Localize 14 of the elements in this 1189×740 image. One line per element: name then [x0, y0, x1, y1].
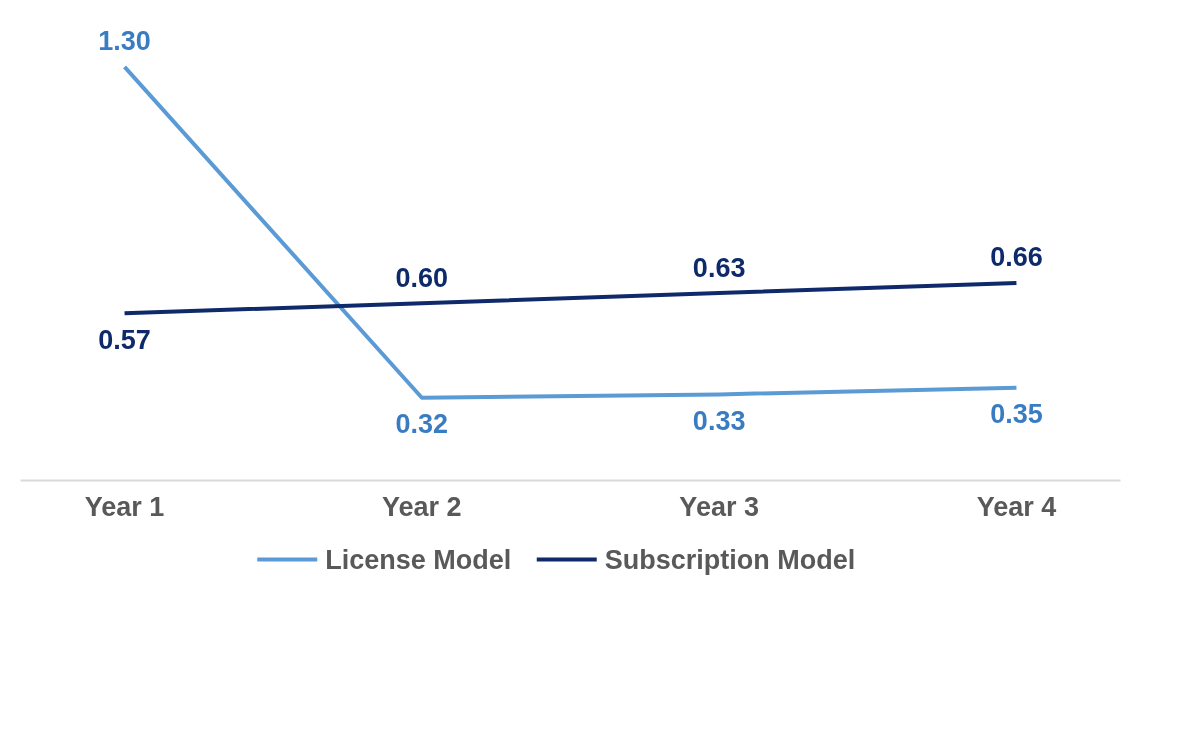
x-tick-label: Year 1 — [84, 491, 165, 522]
data-label: 0.57 — [98, 324, 151, 355]
x-tick-label: Year 3 — [679, 491, 759, 522]
data-label: 0.63 — [692, 252, 746, 283]
data-label: 0.35 — [990, 399, 1043, 430]
data-label: 1.30 — [98, 26, 151, 57]
legend-label: Subscription Model — [604, 544, 856, 575]
data-label: 0.33 — [692, 405, 746, 436]
data-label: 0.66 — [990, 242, 1043, 273]
data-label: 0.32 — [395, 409, 449, 440]
legend-label: License Model — [325, 544, 512, 575]
x-tick-label: Year 2 — [382, 491, 462, 522]
x-tick-label: Year 4 — [976, 491, 1057, 522]
data-label: 0.60 — [395, 262, 449, 293]
